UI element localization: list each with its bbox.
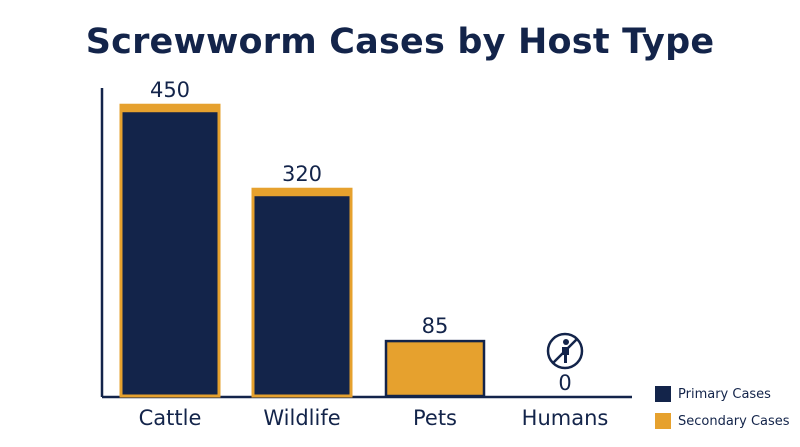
tick-label-cattle: Cattle (139, 406, 202, 430)
bar-wildlife (251, 187, 353, 398)
value-label-wildlife: 320 (282, 162, 322, 186)
legend-label-secondary: Secondary Cases (678, 413, 790, 429)
no-person-icon (546, 332, 584, 370)
chart-title: Screwworm Cases by Host Type (85, 22, 715, 62)
tick-label-humans: Humans (522, 406, 609, 430)
value-label-cattle: 450 (150, 78, 190, 102)
value-label-pets: 85 (422, 314, 449, 338)
legend-swatch-primary (655, 386, 671, 402)
legend-label-primary: Primary Cases (678, 386, 771, 402)
bar-pets (384, 339, 486, 398)
bar-cap-wildlife (253, 189, 351, 197)
bar-cap-cattle (121, 105, 219, 113)
legend-item-secondary: Secondary Cases (655, 410, 790, 432)
tick-label-pets: Pets (413, 406, 457, 430)
tick-label-wildlife: Wildlife (263, 406, 340, 430)
bar-cattle (119, 103, 221, 398)
legend: Primary Cases Secondary Cases (655, 383, 790, 437)
legend-swatch-secondary (655, 413, 671, 429)
value-label-humans: 0 (558, 371, 571, 395)
legend-item-primary: Primary Cases (655, 383, 790, 405)
